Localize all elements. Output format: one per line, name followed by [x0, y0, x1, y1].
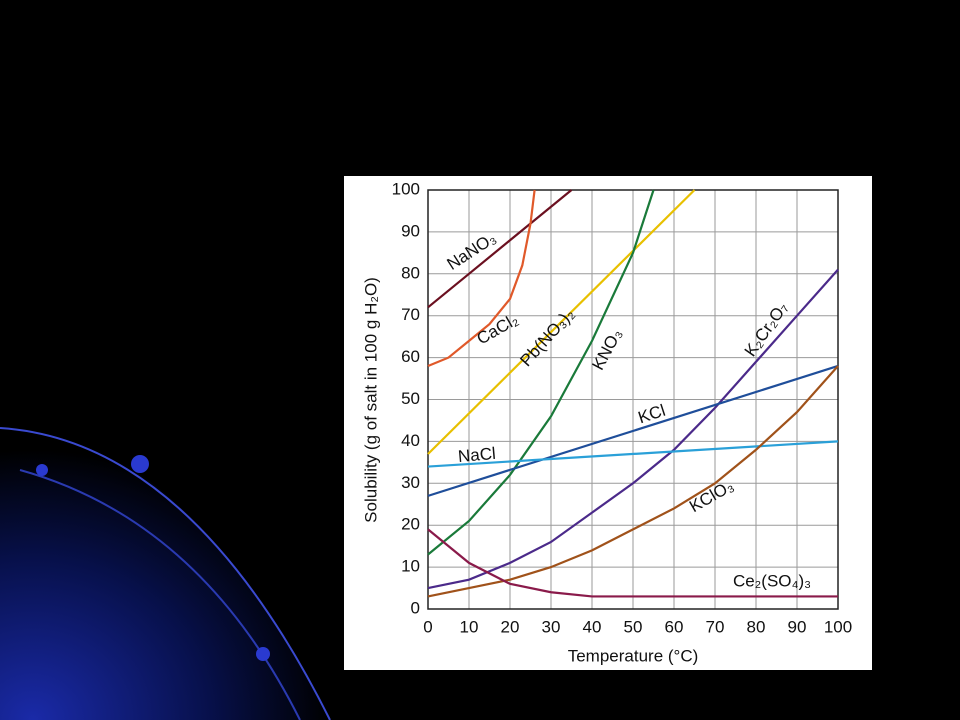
y-tick-label: 60 [401, 347, 420, 366]
decor-dot [36, 464, 48, 476]
x-tick-label: 70 [706, 617, 725, 636]
y-tick-label: 50 [401, 389, 420, 408]
decor-arc [0, 427, 331, 720]
y-axis-title: Solubility (g of salt in 100 g H₂O) [361, 277, 380, 523]
y-tick-label: 0 [411, 598, 420, 617]
plot-frame [427, 189, 839, 610]
y-tick-label: 90 [401, 221, 420, 240]
series-line [427, 189, 573, 309]
x-tick-label: 90 [788, 617, 807, 636]
x-tick-label: 60 [665, 617, 684, 636]
series-label: Ce₂(SO₄)₃ [733, 571, 811, 590]
y-tick-label: 40 [401, 431, 420, 450]
x-tick-label: 40 [583, 617, 602, 636]
x-tick-label: 80 [747, 617, 766, 636]
series-line [427, 528, 838, 598]
series-line [427, 440, 839, 468]
x-tick-label: 10 [460, 617, 479, 636]
series-label: NaCl [457, 444, 496, 466]
x-tick-label: 0 [423, 617, 432, 636]
y-tick-label: 70 [401, 305, 420, 324]
decor-glow [0, 420, 330, 720]
x-tick-label: 50 [624, 617, 643, 636]
series-line [427, 268, 839, 590]
x-tick-label: 20 [501, 617, 520, 636]
series-line [427, 364, 839, 497]
series-line [427, 365, 839, 598]
y-tick-label: 20 [401, 515, 420, 534]
series-line [427, 189, 696, 455]
x-axis-title: Temperature (°C) [568, 646, 699, 665]
y-tick-label: 100 [392, 179, 420, 198]
decor-dot [131, 455, 149, 473]
y-tick-label: 30 [401, 473, 420, 492]
series-line [427, 189, 536, 367]
decor-arc [19, 469, 301, 720]
y-tick-label: 80 [401, 263, 420, 282]
x-tick-label: 100 [824, 617, 852, 636]
x-tick-label: 30 [542, 617, 561, 636]
y-tick-label: 10 [401, 557, 420, 576]
series-line [427, 189, 655, 556]
decor-dot [256, 647, 270, 661]
